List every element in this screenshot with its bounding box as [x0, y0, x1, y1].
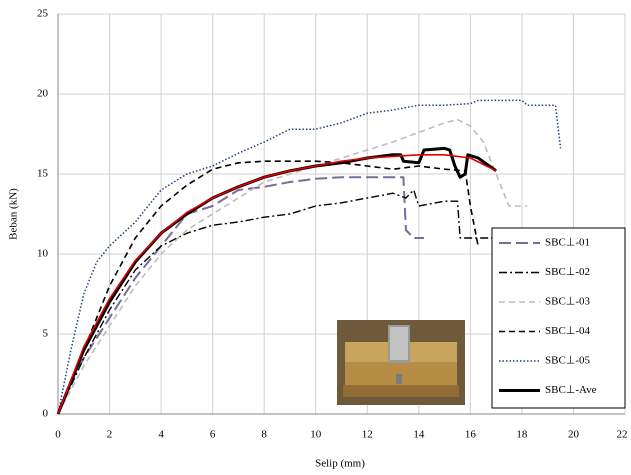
x-tick-label: 2: [107, 429, 113, 441]
series-line: [57, 176, 424, 415]
legend-label: SBC⊥-04: [545, 325, 591, 337]
legend: SBC⊥-01 SBC⊥-02 SBC⊥-03 SBC⊥-04 SBC⊥-05 SBC⊥-…: [491, 227, 626, 409]
x-tick-label: 6: [210, 429, 216, 441]
legend-label: SBC⊥-02: [545, 266, 590, 278]
legend-box: [491, 227, 626, 409]
x-tick-label: 4: [158, 429, 164, 441]
series-line: [57, 154, 497, 415]
x-tick-label: 8: [261, 429, 267, 441]
y-tick-label: 20: [37, 88, 49, 100]
x-tick-label: 0: [55, 429, 61, 441]
legend-label: SBC⊥-Ave: [545, 384, 597, 396]
x-tick-label: 20: [568, 429, 580, 441]
x-tick-label: 22: [617, 429, 628, 441]
y-axis-label: Beban (kN): [8, 188, 20, 240]
x-tick-label: 12: [362, 429, 373, 441]
legend-label: SBC⊥-03: [545, 296, 591, 308]
legend-label: SBC⊥-05: [545, 355, 591, 367]
x-tick-label: 10: [310, 429, 322, 441]
series-line: [57, 160, 479, 415]
x-tick-label: 14: [413, 429, 425, 441]
inset-photo: [337, 320, 465, 405]
y-tick-label: 0: [43, 408, 49, 420]
y-tick-label: 25: [37, 8, 49, 20]
series-line: [57, 189, 497, 415]
plot-area: 0 5 10 15 20 25 0 2 4 6 8 10 12 14 16 18 20 22: [37, 8, 628, 441]
x-tick-label: 16: [465, 429, 477, 441]
x-axis-label: Selip (mm): [315, 458, 365, 470]
y-tick-label: 5: [43, 328, 49, 340]
y-tick-label: 10: [37, 248, 49, 260]
legend-label: SBC⊥-01: [545, 237, 590, 249]
x-tick-label: 18: [516, 429, 528, 441]
y-tick-label: 15: [37, 168, 49, 180]
